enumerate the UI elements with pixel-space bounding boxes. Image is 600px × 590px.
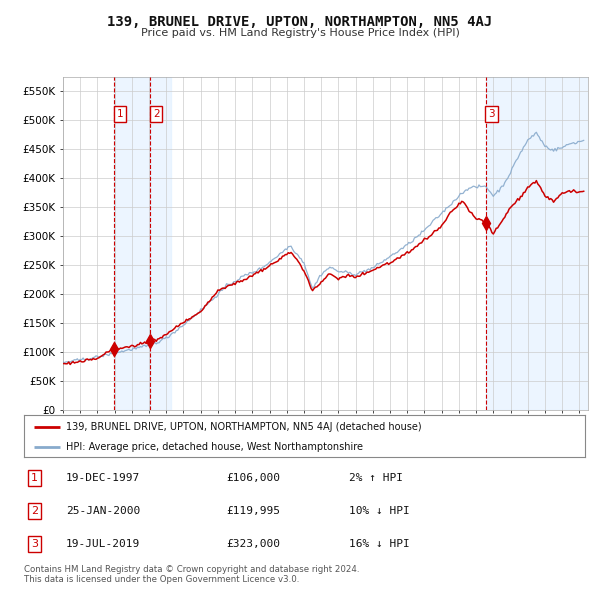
Text: 16% ↓ HPI: 16% ↓ HPI — [349, 539, 410, 549]
Text: 1: 1 — [116, 109, 123, 119]
Text: 3: 3 — [488, 109, 495, 119]
Text: 2: 2 — [31, 506, 38, 516]
Text: This data is licensed under the Open Government Licence v3.0.: This data is licensed under the Open Gov… — [24, 575, 299, 584]
Text: 3: 3 — [31, 539, 38, 549]
Text: £106,000: £106,000 — [226, 473, 280, 483]
Bar — [150, 77, 172, 410]
Text: 2: 2 — [153, 109, 160, 119]
Text: 19-DEC-1997: 19-DEC-1997 — [66, 473, 140, 483]
Bar — [114, 77, 150, 410]
Bar — [485, 77, 588, 410]
Text: Price paid vs. HM Land Registry's House Price Index (HPI): Price paid vs. HM Land Registry's House … — [140, 28, 460, 38]
Text: HPI: Average price, detached house, West Northamptonshire: HPI: Average price, detached house, West… — [66, 442, 363, 451]
Text: 1: 1 — [31, 473, 38, 483]
Text: £323,000: £323,000 — [226, 539, 280, 549]
Text: £119,995: £119,995 — [226, 506, 280, 516]
Text: 2% ↑ HPI: 2% ↑ HPI — [349, 473, 403, 483]
Text: 10% ↓ HPI: 10% ↓ HPI — [349, 506, 410, 516]
Text: 25-JAN-2000: 25-JAN-2000 — [66, 506, 140, 516]
Text: Contains HM Land Registry data © Crown copyright and database right 2024.: Contains HM Land Registry data © Crown c… — [24, 565, 359, 574]
Text: 19-JUL-2019: 19-JUL-2019 — [66, 539, 140, 549]
Text: 139, BRUNEL DRIVE, UPTON, NORTHAMPTON, NN5 4AJ: 139, BRUNEL DRIVE, UPTON, NORTHAMPTON, N… — [107, 15, 493, 29]
Text: 139, BRUNEL DRIVE, UPTON, NORTHAMPTON, NN5 4AJ (detached house): 139, BRUNEL DRIVE, UPTON, NORTHAMPTON, N… — [66, 422, 422, 432]
